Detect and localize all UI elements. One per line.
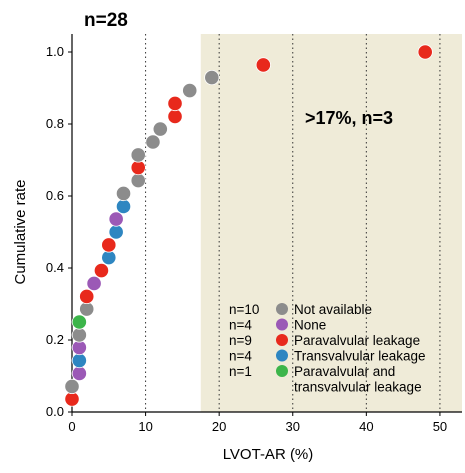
data-point-na <box>71 327 87 343</box>
y-tick-label: 0.4 <box>46 260 64 275</box>
data-point-trans <box>115 198 132 215</box>
data-point-na <box>145 134 161 150</box>
data-point-na <box>130 147 146 163</box>
legend-count-label: n=4 <box>229 349 252 364</box>
legend-entry-label: Paravalvular leakage <box>294 333 420 348</box>
data-point-none <box>71 365 87 382</box>
legend-marker-both <box>276 365 288 377</box>
legend-entry-label: None <box>294 318 326 333</box>
data-point-para <box>255 57 271 73</box>
data-point-na <box>152 121 168 137</box>
data-point-na <box>182 82 198 99</box>
y-tick-label: 0.2 <box>46 332 64 347</box>
x-tick-label: 10 <box>138 419 152 434</box>
y-tick-label: 0.6 <box>46 188 64 203</box>
data-point-na <box>64 378 80 395</box>
data-point-para <box>93 262 110 279</box>
y-tick-label: 1.0 <box>46 44 64 59</box>
data-point-none <box>86 275 102 292</box>
legend-marker-na <box>276 303 288 315</box>
data-points <box>64 44 433 407</box>
data-point-na <box>115 185 132 202</box>
y-axis-label: Cumulative rate <box>12 179 29 284</box>
y-tick-label: 0.0 <box>46 404 64 419</box>
legend-count-label: n=10 <box>229 302 259 317</box>
ticks: 0 10 20 30 40 50 0.0 0.2 0.4 0.6 0.8 1.0 <box>46 44 447 434</box>
data-point-na <box>204 69 220 86</box>
legend-entry-label: Transvalvular leakage <box>294 349 426 364</box>
legend-marker-none <box>276 318 288 331</box>
data-point-none <box>108 211 124 227</box>
y-tick-label: 0.8 <box>46 116 64 131</box>
chart-title: n=28 <box>84 10 128 31</box>
x-tick-label: 30 <box>286 419 300 434</box>
legend-entry-label: Not available <box>294 302 372 317</box>
legend-count-label: n=9 <box>229 333 252 348</box>
data-point-trans <box>108 224 124 240</box>
data-point-para <box>417 44 433 60</box>
gridlines <box>145 34 441 412</box>
data-point-both <box>71 314 87 330</box>
legend-marker-trans <box>276 349 288 362</box>
legend-count-label: n=4 <box>229 318 252 333</box>
annotation-label: >17%, n=3 <box>305 108 393 128</box>
x-tick-label: 40 <box>359 419 373 434</box>
x-tick-label: 50 <box>433 419 447 434</box>
data-point-para <box>101 237 117 253</box>
legend-entry-label-continued: transvalvular leakage <box>294 380 422 395</box>
shaded-region <box>200 34 462 412</box>
data-point-na <box>130 172 146 189</box>
x-tick-label: 20 <box>212 419 226 434</box>
x-tick-label: 0 <box>68 419 75 434</box>
legend-count-label: n=1 <box>229 364 252 379</box>
data-point-para <box>79 288 95 305</box>
data-point-para <box>167 95 183 112</box>
data-point-para <box>167 108 183 125</box>
legend: n=10 Not available n=4 None n=9 Paravalvular … <box>229 302 426 395</box>
data-point-trans <box>71 352 87 369</box>
x-axis-label: LVOT-AR (%) <box>223 446 314 463</box>
legend-marker-para <box>276 334 288 346</box>
legend-entry-label: Paravalvular and <box>294 364 395 379</box>
